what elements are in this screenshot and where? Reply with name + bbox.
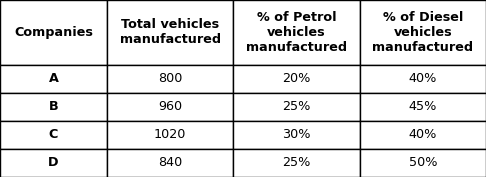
Text: 25%: 25% [282,156,311,169]
Bar [360,121,486,149]
Bar [360,93,486,121]
Text: 30%: 30% [282,128,311,141]
Bar [107,93,233,121]
Bar [0,93,107,121]
Text: 20%: 20% [282,72,311,85]
Text: 40%: 40% [409,72,437,85]
Bar [107,121,233,149]
Bar [360,65,486,93]
Bar [233,149,360,177]
Bar [107,149,233,177]
Text: 1020: 1020 [154,128,186,141]
Bar [107,65,233,93]
Text: C: C [49,128,58,141]
Text: 840: 840 [158,156,182,169]
Bar [233,93,360,121]
Bar [233,0,360,65]
Bar [360,0,486,65]
Text: 960: 960 [158,100,182,113]
Bar [360,149,486,177]
Text: 800: 800 [158,72,182,85]
Text: % of Petrol
vehicles
manufactured: % of Petrol vehicles manufactured [246,11,347,54]
Text: 25%: 25% [282,100,311,113]
Bar [107,0,233,65]
Text: 45%: 45% [409,100,437,113]
Text: Total vehicles
manufactured: Total vehicles manufactured [120,18,221,46]
Text: 50%: 50% [409,156,437,169]
Bar [0,65,107,93]
Bar [0,149,107,177]
Text: A: A [49,72,58,85]
Text: D: D [48,156,59,169]
Bar [0,0,107,65]
Bar [233,121,360,149]
Text: 40%: 40% [409,128,437,141]
Text: B: B [49,100,58,113]
Text: Companies: Companies [14,26,93,39]
Bar [0,121,107,149]
Text: % of Diesel
vehicles
manufactured: % of Diesel vehicles manufactured [372,11,473,54]
Bar [233,65,360,93]
